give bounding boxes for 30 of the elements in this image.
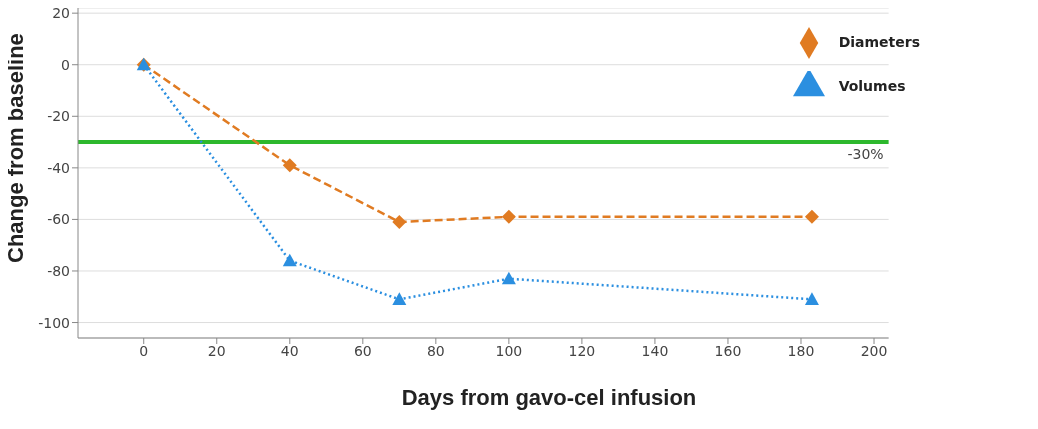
legend-label: Diameters [838, 34, 920, 50]
point [804, 209, 819, 224]
point [804, 292, 819, 305]
ref-line-label: -30% [847, 146, 884, 163]
x-axis-title: Days from gavo-cel infusion [400, 385, 698, 411]
x-tick-label: 60 [353, 342, 372, 359]
y-tick-label: 0 [61, 56, 70, 73]
legend-label: Volumes [838, 78, 906, 94]
point [282, 253, 297, 267]
point [392, 214, 407, 229]
x-tick-label: 0 [139, 342, 149, 359]
y-tick-label: -60 [47, 211, 70, 228]
point [392, 292, 407, 305]
x-tick-label: 180 [787, 342, 815, 359]
x-tick-label: 120 [568, 342, 596, 359]
y-tick-label: -80 [47, 262, 70, 279]
y-tick-label: -40 [47, 159, 70, 176]
x-tick-label: 80 [426, 342, 445, 359]
x-tick-label: 40 [280, 342, 299, 359]
y-tick-label: 20 [52, 5, 70, 22]
y-tick-label: -20 [47, 108, 70, 125]
x-tick-label: 20 [207, 342, 226, 359]
point [501, 271, 516, 285]
point [282, 158, 297, 173]
x-tick-label: 140 [641, 342, 669, 359]
x-tick-label: 100 [495, 342, 523, 359]
x-tick-label: 200 [860, 342, 888, 359]
point [501, 209, 516, 224]
y-tick-label: -100 [38, 314, 70, 331]
x-tick-label: 160 [714, 342, 742, 359]
